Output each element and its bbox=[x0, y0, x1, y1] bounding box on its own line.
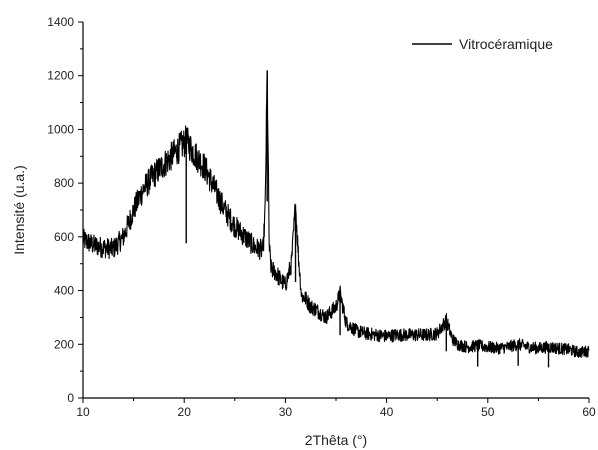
y-tick-label: 200 bbox=[54, 337, 74, 351]
x-axis-title: 2Thêta (°) bbox=[305, 432, 367, 448]
y-axis: 0 200 400 600 800 1000 1200 1400 bbox=[47, 15, 83, 405]
x-tick-label: 30 bbox=[279, 405, 293, 419]
y-tick-label: 0 bbox=[67, 391, 74, 405]
legend: Vitrocéramique bbox=[412, 36, 553, 52]
x-axis: 10 20 30 40 50 60 bbox=[76, 398, 596, 419]
x-tick-label: 40 bbox=[380, 405, 394, 419]
y-tick-label: 800 bbox=[54, 176, 74, 190]
x-tick-label: 50 bbox=[481, 405, 495, 419]
y-tick-label: 600 bbox=[54, 230, 74, 244]
x-tick-label: 60 bbox=[582, 405, 596, 419]
y-tick-label: 1400 bbox=[47, 15, 74, 29]
y-tick-label: 1200 bbox=[47, 69, 74, 83]
legend-label: Vitrocéramique bbox=[459, 36, 553, 52]
y-axis-title: Intensité (u.a.) bbox=[11, 165, 27, 255]
series-layer bbox=[82, 70, 590, 368]
x-tick-label: 10 bbox=[76, 405, 90, 419]
y-tick-label: 1000 bbox=[47, 122, 74, 136]
x-tick-label: 20 bbox=[178, 405, 192, 419]
series-line bbox=[82, 70, 590, 358]
y-tick-label: 400 bbox=[54, 284, 74, 298]
